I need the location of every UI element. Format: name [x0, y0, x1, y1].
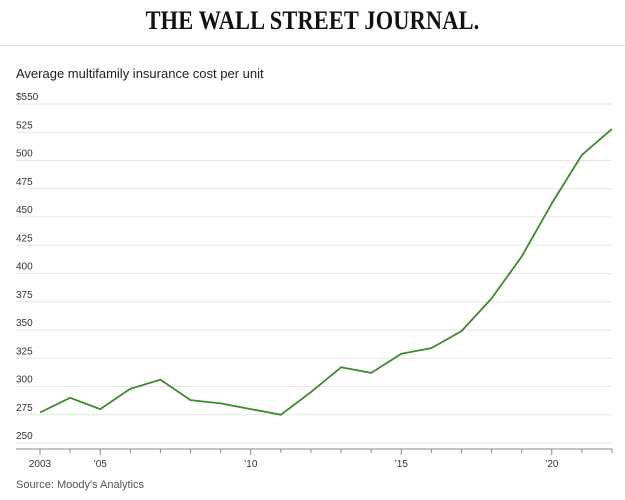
x-tick-label: ’20	[545, 459, 559, 470]
y-tick-label: 325	[16, 346, 33, 357]
y-tick-label: 375	[16, 290, 33, 301]
y-tick-label: 450	[16, 205, 33, 216]
x-tick-label: ’15	[395, 459, 409, 470]
x-tick-label: ’05	[94, 459, 108, 470]
y-tick-label: 250	[16, 431, 33, 442]
source-note: Source: Moody's Analytics	[16, 479, 145, 491]
masthead-divider	[0, 45, 625, 46]
y-tick-label: 350	[16, 318, 33, 329]
y-tick-label: 300	[16, 375, 33, 386]
x-tick-label: 2003	[29, 459, 52, 470]
masthead: THE WALL STREET JOURNAL.	[145, 6, 480, 35]
chart-title: Average multifamily insurance cost per u…	[16, 66, 264, 81]
x-tick-label: ’10	[244, 459, 258, 470]
series-line	[39, 128, 613, 416]
y-tick-label: 425	[16, 233, 33, 244]
y-tick-label: 525	[16, 120, 33, 131]
y-tick-label: 400	[16, 262, 33, 273]
y-tick-label: $550	[16, 92, 39, 103]
y-tick-label: 275	[16, 403, 33, 414]
y-tick-label: 500	[16, 149, 33, 160]
y-tick-label: 475	[16, 177, 33, 188]
